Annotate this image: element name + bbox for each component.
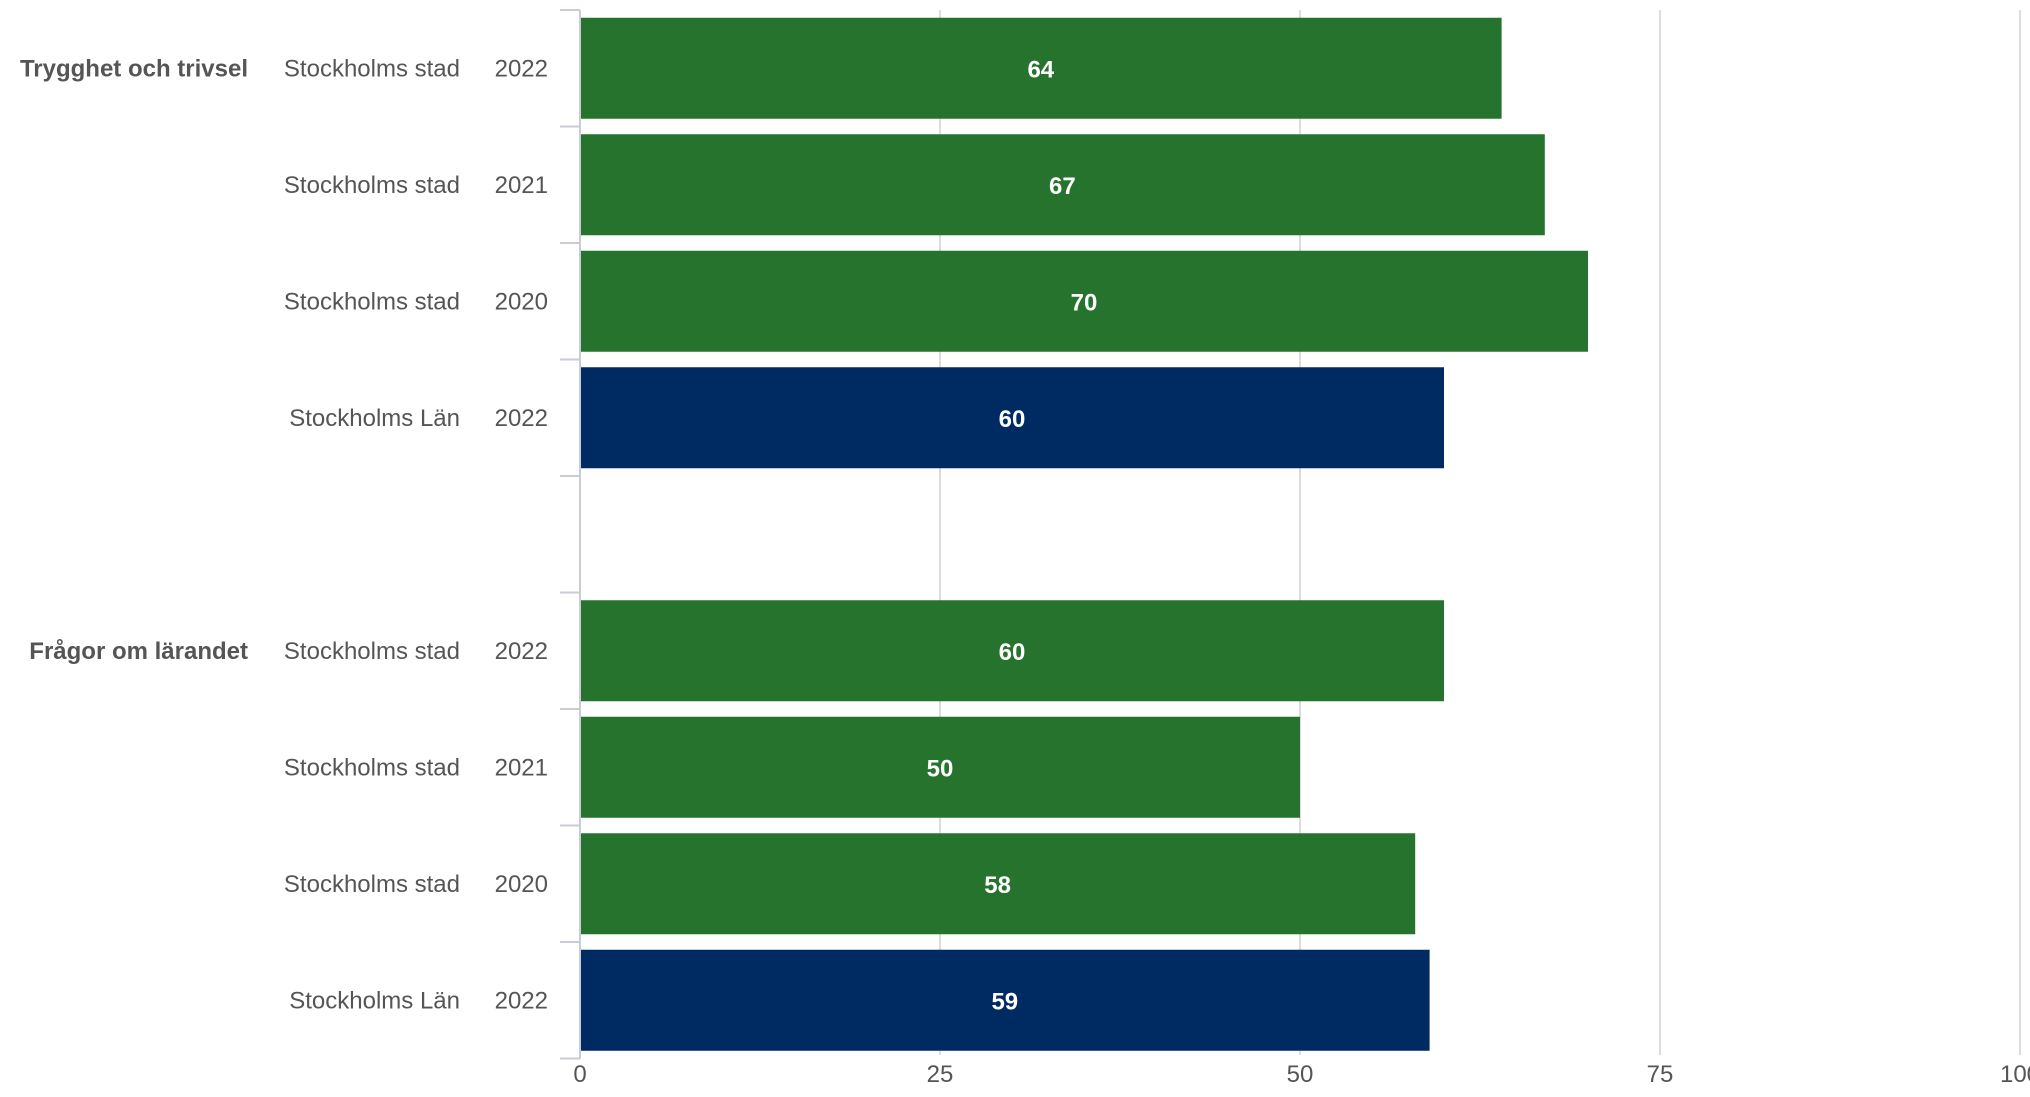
bar-value-label: 70 bbox=[1071, 289, 1098, 316]
year-label: 2022 bbox=[495, 55, 548, 82]
area-label: Stockholms stad bbox=[284, 871, 460, 898]
year-label: 2022 bbox=[495, 638, 548, 665]
area-label: Stockholms stad bbox=[284, 172, 460, 199]
bar-value-label: 58 bbox=[984, 872, 1011, 899]
x-tick-label: 25 bbox=[927, 1061, 954, 1088]
label-layer: 0 25 50 75 100 64 2022 Stockholms stad Trygghet … bbox=[20, 55, 2030, 1088]
area-label: Stockholms stad bbox=[284, 638, 460, 665]
bar[interactable] bbox=[581, 367, 1444, 469]
bar-value-label: 67 bbox=[1049, 173, 1076, 200]
year-label: 2022 bbox=[495, 405, 548, 432]
x-tick-label: 100 bbox=[2000, 1061, 2030, 1088]
x-tick-label: 75 bbox=[1647, 1061, 1674, 1088]
bar[interactable] bbox=[581, 716, 1300, 818]
year-label: 2021 bbox=[495, 754, 548, 781]
area-label: Stockholms Län bbox=[289, 987, 460, 1014]
group-label: Trygghet och trivsel bbox=[20, 55, 248, 82]
area-label: Stockholms stad bbox=[284, 754, 460, 781]
bar[interactable] bbox=[581, 17, 1502, 119]
group-label: Frågor om lärandet bbox=[29, 638, 248, 665]
area-label: Stockholms stad bbox=[284, 288, 460, 315]
bar-value-label: 60 bbox=[999, 639, 1026, 666]
bar-value-label: 60 bbox=[999, 406, 1026, 433]
axis-layer bbox=[560, 9, 581, 1060]
year-label: 2021 bbox=[495, 172, 548, 199]
year-label: 2020 bbox=[495, 288, 548, 315]
bar-value-label: 64 bbox=[1027, 56, 1054, 83]
x-tick-label: 0 bbox=[573, 1061, 586, 1088]
bar[interactable] bbox=[581, 833, 1416, 935]
area-label: Stockholms Län bbox=[289, 405, 460, 432]
bar-value-label: 59 bbox=[991, 988, 1018, 1015]
year-label: 2020 bbox=[495, 871, 548, 898]
bar[interactable] bbox=[581, 134, 1545, 236]
bar[interactable] bbox=[581, 600, 1444, 702]
bar[interactable] bbox=[581, 949, 1430, 1051]
area-label: Stockholms stad bbox=[284, 55, 460, 82]
bar-value-label: 50 bbox=[927, 755, 954, 782]
bar[interactable] bbox=[581, 250, 1588, 352]
x-tick-label: 50 bbox=[1287, 1061, 1314, 1088]
year-label: 2022 bbox=[495, 987, 548, 1014]
bar-layer bbox=[581, 17, 1588, 1051]
